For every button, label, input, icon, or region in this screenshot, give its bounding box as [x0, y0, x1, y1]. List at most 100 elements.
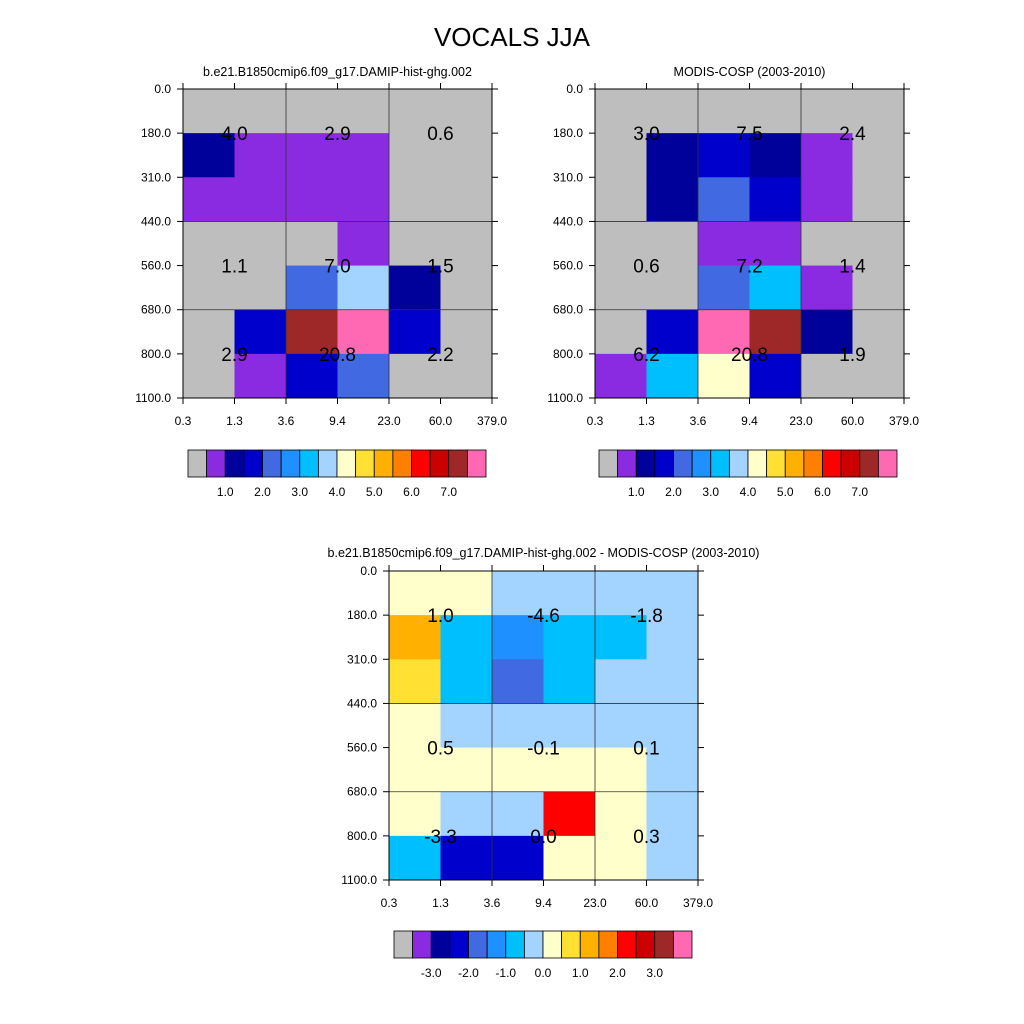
colorbar-swatch: [224, 449, 245, 478]
heatmap-cell: [183, 309, 235, 355]
heatmap-cell: [646, 309, 699, 355]
x-tick-label: 9.4: [329, 414, 346, 428]
colorbar-swatch: [373, 449, 394, 478]
colorbar-swatch: [468, 930, 488, 959]
colorbar-swatch: [859, 449, 879, 478]
x-tick-label: 1.3: [638, 414, 655, 428]
y-tick-label: 310.0: [347, 652, 377, 666]
heatmap-cell: [698, 89, 750, 134]
y-tick-label: 680.0: [553, 303, 583, 317]
heatmap-cell: [337, 309, 390, 355]
heatmap-cell: [543, 703, 596, 748]
heatmap-cells: [389, 571, 699, 881]
colorbar-swatch: [598, 930, 618, 959]
heatmap-cell: [852, 89, 905, 134]
heatmap-cell: [698, 133, 750, 178]
x-tick-label: 9.4: [535, 896, 552, 910]
colorbar-label: 0.0: [535, 966, 552, 980]
cell-value-label: 0.6: [427, 124, 453, 145]
x-tick-label: 23.0: [583, 896, 607, 910]
cell-value-label: 6.2: [633, 345, 659, 366]
heatmap-cell: [286, 221, 338, 266]
heatmap-cell: [389, 703, 441, 748]
colorbar-swatch: [598, 449, 619, 478]
colorbar-swatch: [561, 930, 581, 959]
heatmap-cell: [749, 309, 802, 355]
cell-value-label: 2.2: [427, 345, 453, 366]
colorbar-swatch: [579, 930, 600, 959]
x-tick-label: 0.3: [381, 896, 398, 910]
y-tick-label: 180.0: [347, 608, 377, 622]
colorbar-swatch: [317, 449, 338, 478]
heatmap-cell: [646, 265, 699, 311]
heatmap-cell: [389, 309, 441, 355]
y-tick-label: 680.0: [347, 785, 377, 799]
heatmap-cell: [543, 835, 596, 881]
colorbar-swatch: [710, 449, 730, 478]
colorbar-swatch: [280, 449, 301, 478]
cell-value-label: 0.6: [633, 257, 659, 278]
colorbar-swatch: [466, 449, 487, 478]
heatmap-cell: [183, 89, 235, 134]
heatmap-cell: [389, 791, 441, 837]
heatmap-cell: [595, 835, 647, 881]
cell-value-label: 0.3: [633, 827, 659, 848]
panel-title: b.e21.B1850cmip6.f09_g17.DAMIP-hist-ghg.…: [203, 65, 472, 79]
colorbar-swatch: [784, 449, 805, 478]
heatmap-cell: [492, 571, 544, 616]
colorbar-swatch: [299, 449, 319, 478]
heatmap-cell: [852, 265, 905, 311]
panels: b.e21.B1850cmip6.f09_g17.DAMIP-hist-ghg.…: [135, 65, 919, 980]
x-tick-label: 60.0: [635, 896, 659, 910]
heatmap-cell: [389, 133, 441, 178]
heatmap-cell: [646, 615, 699, 660]
heatmap-cell: [337, 89, 390, 134]
heatmap-cell: [698, 177, 750, 222]
heatmap-cell: [801, 265, 853, 311]
heatmap-cell: [698, 353, 750, 399]
colorbar-label: 1.0: [217, 485, 234, 499]
heatmap-cell: [595, 353, 647, 399]
heatmap-cell: [183, 265, 235, 311]
heatmap-cell: [595, 177, 647, 222]
colorbar-swatch: [523, 930, 544, 959]
y-tick-label: 560.0: [553, 259, 583, 273]
x-tick-label: 23.0: [377, 414, 401, 428]
y-tick-label: 440.0: [141, 214, 171, 228]
colorbar-swatch: [449, 930, 469, 959]
y-tick-label: 1100.0: [341, 873, 377, 887]
panel-title: b.e21.B1850cmip6.f09_g17.DAMIP-hist-ghg.…: [328, 546, 760, 560]
heatmap-cell: [646, 703, 699, 748]
heatmap-cell: [389, 221, 441, 266]
colorbar-swatch: [654, 930, 674, 959]
colorbar-swatch: [262, 449, 282, 478]
cell-value-label: -4.6: [527, 606, 560, 627]
heatmap-cell: [440, 309, 493, 355]
colorbar-label: 3.0: [702, 485, 719, 499]
heatmap-cell: [389, 615, 441, 660]
heatmap-cell: [234, 177, 287, 222]
heatmap-cell: [749, 265, 802, 311]
cell-value-label: -0.1: [527, 739, 560, 760]
heatmap-cell: [440, 353, 493, 399]
heatmap-cell: [286, 133, 338, 178]
colorbar-label: 7.0: [440, 485, 457, 499]
colorbar-swatch: [448, 449, 468, 478]
colorbar-swatch: [486, 930, 507, 959]
heatmap-cell: [595, 265, 647, 311]
heatmap-cell: [440, 265, 493, 311]
colorbar-label: 2.0: [254, 485, 271, 499]
colorbar-swatch: [877, 449, 898, 478]
cell-value-label: 4.0: [221, 124, 247, 145]
colorbar: 1.0 2.0 3.0 4.0 5.0 6.0 7.0: [598, 449, 898, 499]
x-tick-label: 60.0: [429, 414, 453, 428]
heatmap-cell: [646, 133, 699, 178]
y-tick-label: 680.0: [141, 303, 171, 317]
colorbar-swatch: [392, 449, 412, 478]
heatmap-cell: [492, 703, 544, 748]
heatmap-cell: [852, 309, 905, 355]
heatmap-cell: [234, 353, 287, 399]
heatmap-cell: [852, 353, 905, 399]
cell-value-label: 1.9: [839, 345, 865, 366]
y-tick-label: 180.0: [553, 126, 583, 140]
